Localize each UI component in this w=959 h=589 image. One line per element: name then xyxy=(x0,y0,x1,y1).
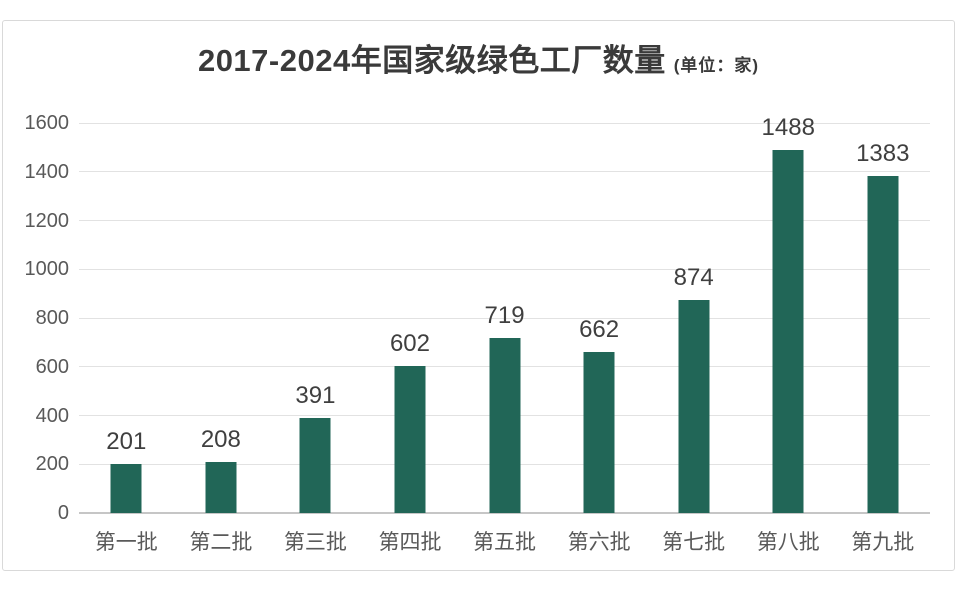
gridline xyxy=(79,268,930,270)
bar xyxy=(489,337,521,513)
bar-column: 602 第四批 xyxy=(363,123,458,554)
bar-value-label: 602 xyxy=(389,330,430,358)
bar-column: 201 第一批 xyxy=(79,123,174,554)
x-axis-line xyxy=(79,512,930,514)
bar xyxy=(299,417,331,513)
y-axis-tick-label: 800 xyxy=(35,307,69,329)
bar-column: 1488 第八批 xyxy=(741,114,836,554)
x-axis-label: 第三批 xyxy=(283,531,347,554)
bar-value-label: 201 xyxy=(106,428,147,456)
chart-title: 2017-2024年国家级绿色工厂数量 (单位：家) xyxy=(3,43,954,84)
x-axis-label: 第八批 xyxy=(756,531,820,554)
x-axis-label: 第七批 xyxy=(662,531,726,554)
plot-area: 201 第一批 208 第二批 391 第三批 602 第四批 719 第五批 662 第六批 874 第… xyxy=(79,114,931,554)
bar-value-label: 719 xyxy=(484,301,525,329)
y-axis-tick-label: 1000 xyxy=(24,258,70,281)
y-axis-tick-label: 600 xyxy=(35,355,69,378)
bar-value-label: 391 xyxy=(295,381,336,409)
bar-column: 208 第二批 xyxy=(174,123,269,554)
gridline xyxy=(79,122,930,124)
y-axis-tick-label: 0 xyxy=(57,502,69,524)
y-axis: 0 200 400 600 800 1000 1200 1400 1600 xyxy=(3,112,70,524)
bar xyxy=(205,462,237,513)
bar-value-label: 1488 xyxy=(761,114,815,142)
bar xyxy=(110,464,142,513)
x-axis-label: 第五批 xyxy=(473,531,537,554)
x-axis-label: 第二批 xyxy=(189,531,253,554)
chart-card: 2017-2024年国家级绿色工厂数量 (单位：家) 0 200 400 600 800 1… xyxy=(2,20,955,571)
y-axis-tick-label: 1200 xyxy=(24,209,70,232)
x-axis-label: 第六批 xyxy=(567,531,631,554)
bar-column: 874 第七批 xyxy=(646,123,741,554)
bar xyxy=(867,175,899,513)
chart-unit-note: (单位：家) xyxy=(673,56,760,75)
gridline xyxy=(79,171,930,173)
y-axis-tick-label: 1400 xyxy=(24,160,70,183)
bar xyxy=(772,150,804,513)
bar-value-label: 1383 xyxy=(856,139,910,167)
gridline xyxy=(79,220,930,221)
bar-columns: 201 第一批 208 第二批 391 第三批 602 第四批 719 第五批 662 第六批 874 第… xyxy=(79,114,931,554)
bar xyxy=(583,351,615,513)
bar xyxy=(394,366,426,513)
bar-value-label: 662 xyxy=(579,315,620,343)
y-axis-tick-label: 200 xyxy=(35,453,69,476)
y-axis-tick-label: 400 xyxy=(35,404,69,427)
bar-column: 662 第六批 xyxy=(552,123,647,554)
x-axis-label: 第四批 xyxy=(378,531,442,554)
bar-column: 1383 第九批 xyxy=(836,123,931,554)
chart-title-text: 2017-2024年国家级绿色工厂数量 xyxy=(197,43,666,78)
gridline xyxy=(79,317,930,319)
y-axis-tick-label: 1600 xyxy=(24,112,70,134)
bar xyxy=(678,299,710,513)
bar-value-label: 208 xyxy=(200,426,241,454)
x-axis-label: 第九批 xyxy=(851,531,915,554)
x-axis-label: 第一批 xyxy=(94,531,158,554)
bar-value-label: 874 xyxy=(673,263,714,291)
bar-column: 719 第五批 xyxy=(457,123,552,554)
bar-column: 391 第三批 xyxy=(268,123,363,554)
